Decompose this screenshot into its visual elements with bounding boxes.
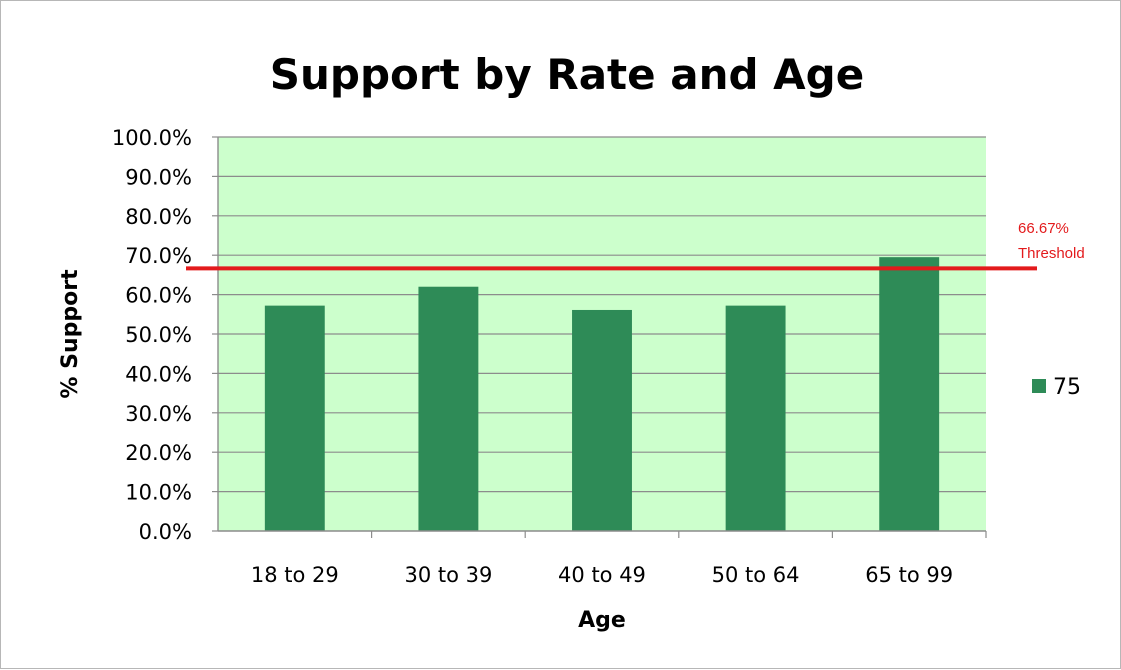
y-tick-label: 90.0% [125, 165, 192, 189]
bar [879, 257, 940, 531]
bar [264, 305, 325, 531]
x-tick-label: 40 to 49 [558, 563, 646, 587]
y-tick-label: 20.0% [125, 441, 192, 465]
y-tick-label: 70.0% [125, 244, 192, 268]
bar [725, 305, 786, 531]
y-tick-label: 50.0% [125, 323, 192, 347]
x-tick-labels: 18 to 29 30 to 39 40 to 49 50 to 64 65 to 99 [251, 563, 953, 587]
x-tick-label: 18 to 29 [251, 563, 339, 587]
y-tick-labels: 0.0% 10.0% 20.0% 30.0% 40.0% 50.0% 60.0% 70.0% 8… [112, 126, 192, 544]
x-tick-label: 65 to 99 [865, 563, 953, 587]
bar [572, 309, 632, 531]
y-tick-label: 60.0% [125, 284, 192, 308]
axes [217, 137, 987, 538]
y-axis-label: % Support [58, 269, 83, 399]
bar [418, 286, 479, 531]
y-tick-label: 100.0% [112, 126, 192, 150]
x-tick-label: 50 to 64 [712, 563, 800, 587]
y-tick-label: 80.0% [125, 205, 192, 229]
threshold-label-value: 66.67% [1018, 220, 1069, 237]
bars [264, 257, 940, 531]
chart-title: Support by Rate and Age [270, 50, 864, 99]
y-tick-label: 0.0% [139, 520, 192, 544]
legend: 75 [1032, 375, 1081, 400]
threshold-label-text: Threshold [1018, 245, 1085, 262]
x-tick-label: 30 to 39 [404, 563, 492, 587]
x-axis-label: Age [578, 608, 626, 633]
y-tick-label: 30.0% [125, 402, 192, 426]
y-tick-label: 40.0% [125, 362, 192, 386]
legend-swatch [1032, 379, 1046, 393]
y-tick-label: 10.0% [125, 481, 192, 505]
legend-label: 75 [1053, 375, 1081, 400]
